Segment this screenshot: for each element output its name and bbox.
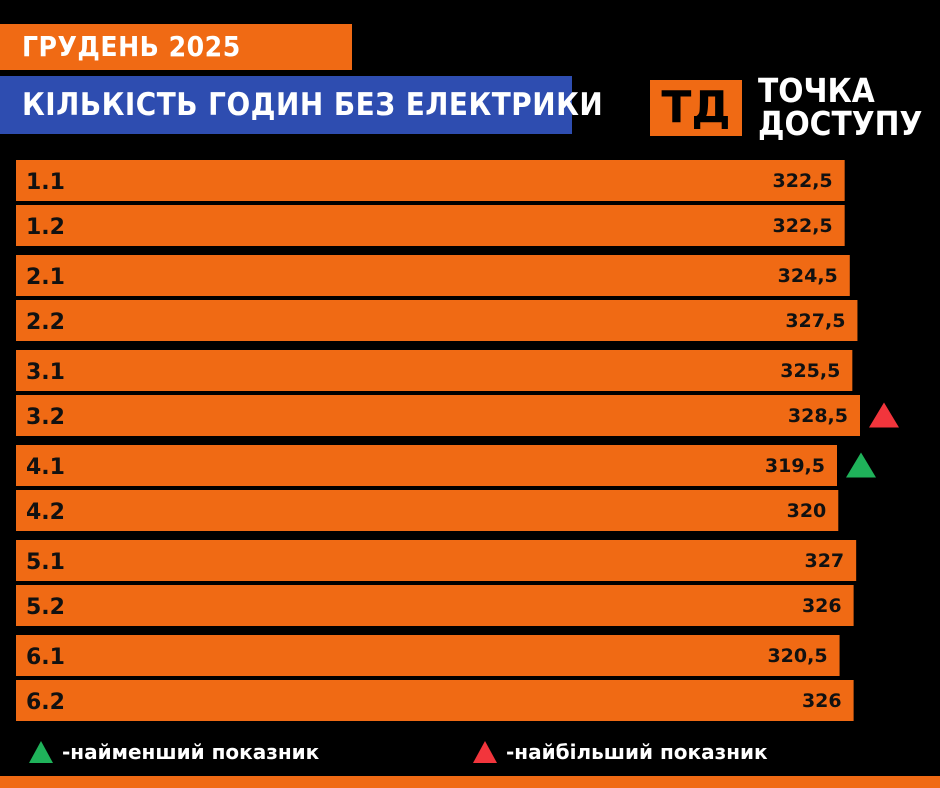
bar-category-label: 2.2 bbox=[26, 310, 65, 335]
bar-value-label: 322,5 bbox=[773, 170, 833, 192]
bar-6.2 bbox=[16, 680, 854, 721]
red-triangle-icon bbox=[473, 741, 497, 763]
bar-4.2 bbox=[16, 490, 839, 531]
logo-text: ТОЧКА ДОСТУПУ bbox=[758, 74, 922, 140]
bar-value-label: 327 bbox=[804, 550, 844, 572]
bar-chart: 1.1 322,5 1.2 322,5 2.1 324,5 2.2 327,5 3.1 325,5… bbox=[16, 160, 899, 721]
bar-value-label: 322,5 bbox=[773, 215, 833, 237]
bar-value-label: 325,5 bbox=[780, 360, 840, 382]
bar-category-label: 1.2 bbox=[26, 215, 65, 240]
bar-category-label: 4.1 bbox=[26, 455, 65, 480]
legend-max-label: -найбільший показник bbox=[506, 740, 768, 764]
bar-2.1 bbox=[16, 255, 850, 296]
bar-value-label: 324,5 bbox=[778, 265, 838, 287]
bar-category-label: 4.2 bbox=[26, 500, 65, 525]
bar-6.1 bbox=[16, 635, 840, 676]
legend-max: -найбільший показник bbox=[472, 738, 768, 766]
bar-category-label: 5.1 bbox=[26, 550, 65, 575]
bar-1.1 bbox=[16, 160, 845, 201]
bar-5.2 bbox=[16, 585, 854, 626]
chart-title: КІЛЬКІСТЬ ГОДИН БЕЗ ЕЛЕКТРИКИ bbox=[0, 76, 603, 134]
bar-category-label: 1.1 bbox=[26, 170, 65, 195]
bar-value-label: 319,5 bbox=[765, 455, 825, 477]
bar-value-label: 328,5 bbox=[788, 405, 848, 427]
bar-1.2 bbox=[16, 205, 845, 246]
bar-value-label: 326 bbox=[802, 690, 842, 712]
bar-value-label: 326 bbox=[802, 595, 842, 617]
bar-value-label: 320 bbox=[787, 500, 827, 522]
logo-mark: ТД bbox=[650, 80, 742, 136]
bar-4.1 bbox=[16, 445, 837, 486]
legend-min-label: -найменший показник bbox=[62, 740, 320, 764]
bar-category-label: 3.1 bbox=[26, 360, 65, 385]
bar-category-label: 6.1 bbox=[26, 645, 65, 670]
bar-3.2 bbox=[16, 395, 860, 436]
bar-category-label: 2.1 bbox=[26, 265, 65, 290]
bar-value-label: 320,5 bbox=[767, 645, 827, 667]
bar-category-label: 5.2 bbox=[26, 595, 65, 620]
min-marker-icon bbox=[846, 452, 876, 478]
legend-min: -найменший показник bbox=[28, 738, 319, 766]
logo-line-1: ТОЧКА bbox=[758, 71, 875, 110]
bar-2.2 bbox=[16, 300, 858, 341]
bar-category-label: 6.2 bbox=[26, 690, 65, 715]
max-marker-icon bbox=[869, 402, 899, 428]
bar-5.1 bbox=[16, 540, 857, 581]
green-triangle-icon bbox=[29, 741, 53, 763]
bar-category-label: 3.2 bbox=[26, 405, 65, 430]
bar-3.1 bbox=[16, 350, 853, 391]
title-month: ГРУДЕНЬ 2025 bbox=[0, 24, 352, 70]
logo-line-2: ДОСТУПУ bbox=[758, 104, 923, 143]
bar-value-label: 327,5 bbox=[785, 310, 845, 332]
bottom-strip bbox=[0, 776, 940, 788]
